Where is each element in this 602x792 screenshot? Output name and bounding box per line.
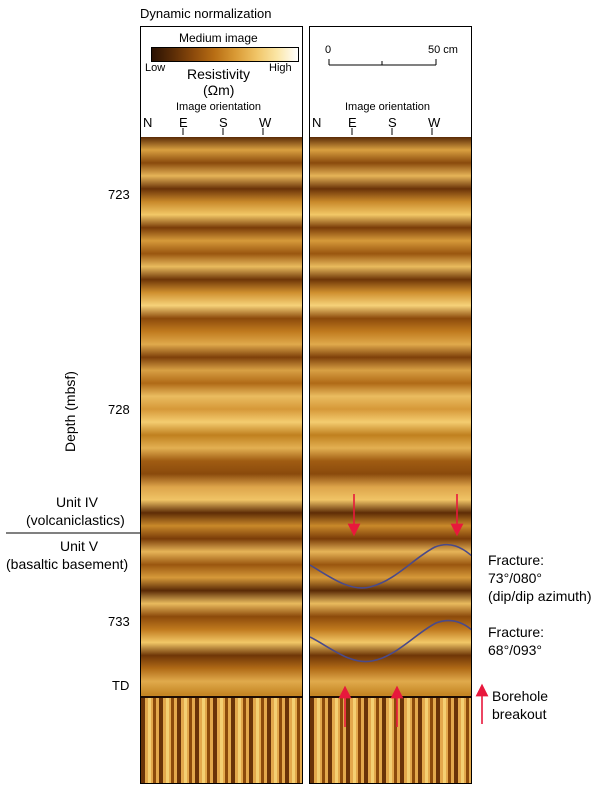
depth-tick-728: 728	[108, 402, 130, 417]
left-dir-e: E	[179, 115, 188, 130]
unit-v-desc: (basaltic basement)	[6, 556, 129, 572]
fracture1-line3: (dip/dip azimuth)	[488, 588, 592, 604]
left-dir-n: N	[143, 115, 153, 130]
breakout-line1: Borehole	[492, 688, 549, 704]
breakout-line2: breakout	[492, 706, 547, 722]
scale-end-label: 50 cm	[428, 44, 458, 56]
depth-tick-td: TD	[112, 678, 130, 693]
scale-zero-label: 0	[325, 44, 332, 56]
unit-v-label: Unit V	[60, 538, 99, 554]
legend-unit-label: (Ωm)	[203, 82, 235, 98]
right-resistivity-image	[310, 137, 471, 783]
right-image-panel: 0 50 cm Image orientation N E S W	[309, 26, 472, 784]
right-dir-s: S	[388, 115, 397, 130]
fracture-sinusoid-2	[310, 619, 471, 663]
figure-title: Dynamic normalization	[140, 6, 272, 21]
depth-tick-723: 723	[108, 187, 130, 202]
fracture2-line1: Fracture:	[488, 624, 545, 640]
right-dir-e: E	[348, 115, 357, 130]
legend-resistivity-label: Resistivity	[187, 66, 251, 82]
left-dir-s: S	[219, 115, 228, 130]
fracture1-line2: 73°/080°	[488, 570, 543, 586]
legend-low-label: Low	[145, 62, 166, 74]
fracture2-line2: 68°/093°	[488, 642, 543, 658]
length-scale-bar	[328, 59, 437, 135]
unit-iv-label: Unit IV	[56, 494, 99, 510]
left-image-panel: Medium image Low High Resistivity (Ωm) I…	[140, 26, 303, 784]
depth-axis-label: Depth (mbsf)	[62, 371, 78, 452]
left-resistivity-image	[141, 137, 302, 783]
fracture1-line1: Fracture:	[488, 552, 545, 568]
right-orientation-label: Image orientation	[345, 101, 430, 113]
fracture-sinusoid-1	[310, 543, 471, 589]
unit-iv-desc: (volcaniclastics)	[26, 512, 125, 528]
right-dir-n: N	[312, 115, 322, 130]
right-dir-w: W	[428, 115, 441, 130]
left-orientation-label: Image orientation	[176, 101, 261, 113]
legend-medium-image-label: Medium image	[179, 31, 258, 45]
depth-tick-733: 733	[108, 614, 130, 629]
left-orientation-ticks	[182, 128, 264, 135]
resistivity-color-scale	[151, 47, 299, 62]
left-dir-w: W	[259, 115, 272, 130]
legend-high-label: High	[269, 62, 292, 74]
